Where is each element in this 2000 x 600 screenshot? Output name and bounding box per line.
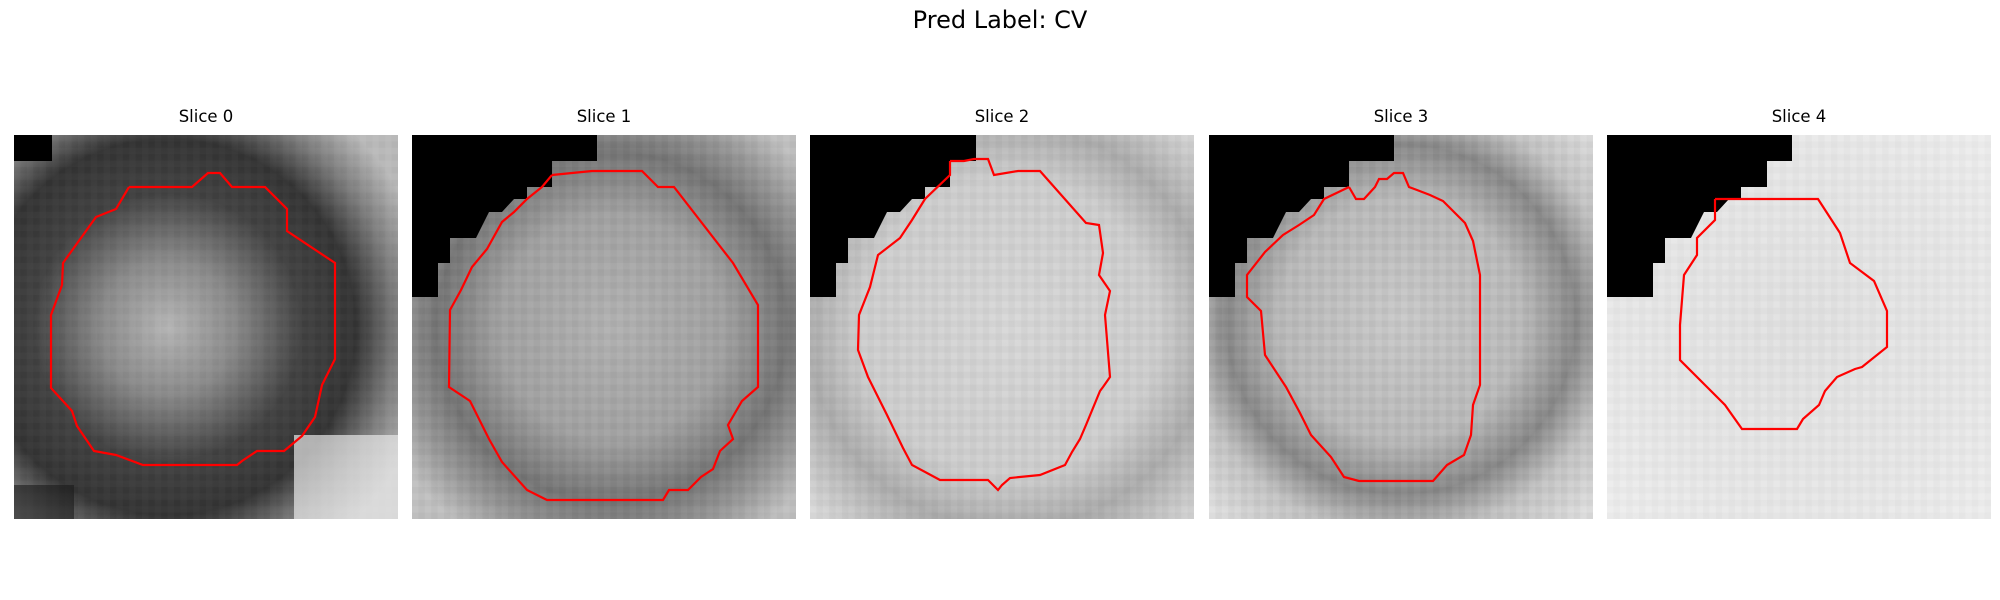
contour-outline-2 bbox=[856, 157, 1112, 492]
slice-title-2: Slice 2 bbox=[974, 107, 1030, 126]
slice-image-0 bbox=[14, 135, 398, 519]
figure-title: Pred Label: CV bbox=[912, 6, 1088, 34]
slice-image-3 bbox=[1209, 135, 1593, 519]
slice-image-1 bbox=[412, 135, 796, 519]
slice-panel-3: Slice 3 bbox=[1209, 107, 1593, 520]
slice-panel-0: Slice 0 bbox=[14, 107, 398, 520]
slice-image-2 bbox=[810, 135, 1194, 519]
contour-outline-3 bbox=[1245, 171, 1482, 483]
slice-panel-2: Slice 2 bbox=[810, 107, 1194, 520]
contour-outline-1 bbox=[447, 169, 760, 502]
contour-outline-4 bbox=[1678, 197, 1889, 431]
slice-title-0: Slice 0 bbox=[178, 107, 234, 126]
slice-panel-4: Slice 4 bbox=[1607, 107, 1991, 520]
contour-outline-0 bbox=[49, 171, 337, 467]
slice-image-4 bbox=[1607, 135, 1991, 519]
slice-title-3: Slice 3 bbox=[1373, 107, 1429, 126]
slice-title-1: Slice 1 bbox=[576, 107, 632, 126]
slice-panel-1: Slice 1 bbox=[412, 107, 796, 520]
slice-title-4: Slice 4 bbox=[1771, 107, 1827, 126]
